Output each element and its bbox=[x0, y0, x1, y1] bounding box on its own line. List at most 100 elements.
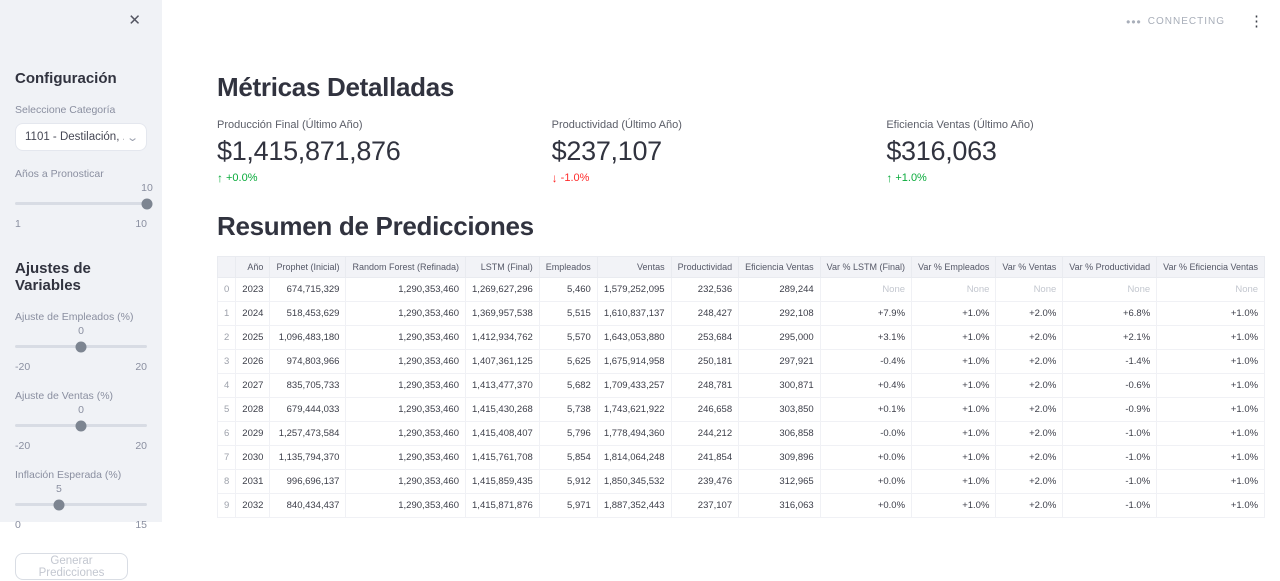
table-cell: -1.0% bbox=[1062, 445, 1158, 470]
column-header: LSTM (Final) bbox=[465, 256, 540, 278]
table-cell: 679,444,033 bbox=[269, 397, 347, 422]
table-cell: 1,096,483,180 bbox=[269, 325, 347, 350]
status-bar: ••• CONNECTING ⋮ bbox=[1126, 14, 1268, 29]
table-cell: 309,896 bbox=[738, 445, 821, 470]
row-index-cell: 1 bbox=[216, 301, 237, 326]
inflation-slider-range: 0 15 bbox=[15, 519, 147, 531]
table-cell: 1,412,934,762 bbox=[465, 325, 540, 350]
table-cell: +0.0% bbox=[819, 493, 913, 518]
slider-track[interactable] bbox=[15, 503, 147, 506]
slider-thumb[interactable] bbox=[75, 420, 87, 431]
table-cell: 303,850 bbox=[738, 397, 821, 422]
sidebar-collapse-button[interactable]: ✕ bbox=[128, 13, 141, 28]
table-cell: 232,536 bbox=[670, 277, 740, 302]
inflation-slider[interactable]: 5 bbox=[15, 483, 147, 517]
table-cell: 5,682 bbox=[538, 373, 598, 398]
connection-status-label: CONNECTING bbox=[1147, 16, 1225, 27]
table-cell: +1.0% bbox=[1156, 445, 1266, 470]
column-header: Empleados bbox=[538, 256, 598, 278]
table-row: 3 2026 974,803,966 1,290,353,460 1,407,361,1… bbox=[216, 349, 1266, 374]
slider-value: 0 bbox=[78, 325, 84, 337]
slider-thumb[interactable] bbox=[141, 198, 153, 209]
table-cell: 5,971 bbox=[538, 493, 598, 518]
main-content: Métricas Detalladas Producción Final (Úl… bbox=[162, 0, 1280, 522]
slider-min: 1 bbox=[15, 218, 21, 230]
row-index-cell: 2 bbox=[216, 325, 237, 350]
table-row: 0 2023 674,715,329 1,290,353,460 1,269,627,2… bbox=[216, 277, 1266, 302]
table-cell: 2023 bbox=[235, 277, 271, 302]
table-cell: 1,415,859,435 bbox=[465, 469, 540, 494]
table-row: 8 2031 996,696,137 1,290,353,460 1,415,859,4… bbox=[216, 469, 1266, 494]
years-slider[interactable]: 10 bbox=[15, 182, 153, 216]
table-cell: +1.0% bbox=[1156, 421, 1266, 446]
close-icon: ✕ bbox=[128, 12, 141, 29]
predictions-table-head: Año Prophet (Inicial) Random Forest (Refin… bbox=[216, 256, 1266, 278]
slider-thumb[interactable] bbox=[53, 499, 65, 510]
category-select[interactable]: 1101 - Destilación, ... ⌄ bbox=[15, 123, 147, 151]
slider-track[interactable] bbox=[15, 202, 147, 205]
table-cell: 1,257,473,584 bbox=[269, 421, 347, 446]
table-cell: +1.0% bbox=[911, 493, 997, 518]
table-cell: 1,579,252,095 bbox=[596, 277, 672, 302]
table-cell: -1.0% bbox=[1062, 493, 1158, 518]
metric-label: Eficiencia Ventas (Último Año) bbox=[886, 119, 1034, 131]
table-cell: 5,460 bbox=[538, 277, 598, 302]
table-row: 4 2027 835,705,733 1,290,353,460 1,413,477,3… bbox=[216, 373, 1266, 398]
table-cell: +1.0% bbox=[911, 349, 997, 374]
table-cell: 239,476 bbox=[670, 469, 740, 494]
row-index-cell: 8 bbox=[216, 469, 237, 494]
slider-min: 0 bbox=[15, 519, 21, 531]
table-cell: 312,965 bbox=[738, 469, 821, 494]
table-cell: 5,570 bbox=[538, 325, 598, 350]
table-cell: 2030 bbox=[235, 445, 271, 470]
slider-thumb[interactable] bbox=[75, 341, 87, 352]
sidebar-title: Configuración bbox=[15, 70, 117, 87]
sales-slider[interactable]: 0 bbox=[15, 404, 147, 438]
table-cell: +2.0% bbox=[995, 421, 1064, 446]
table-cell: +1.0% bbox=[911, 301, 997, 326]
table-row: 9 2032 840,434,437 1,290,353,460 1,415,871,8… bbox=[216, 493, 1266, 518]
table-row: 7 2030 1,135,794,370 1,290,353,460 1,415,761… bbox=[216, 445, 1266, 470]
table-cell: 5,515 bbox=[538, 301, 598, 326]
generate-predictions-button[interactable]: Generar Predicciones bbox=[15, 553, 128, 580]
employees-slider[interactable]: 0 bbox=[15, 325, 147, 359]
column-header: Var % Empleados bbox=[911, 256, 997, 278]
table-cell: +1.0% bbox=[1156, 349, 1266, 374]
arrow-up-icon: ↑ bbox=[217, 171, 223, 185]
column-header: Prophet (Inicial) bbox=[269, 256, 347, 278]
table-cell: 1,643,053,880 bbox=[596, 325, 672, 350]
years-slider-label: Años a Pronosticar bbox=[15, 168, 104, 180]
table-cell: +2.0% bbox=[995, 301, 1064, 326]
table-cell: +2.0% bbox=[995, 445, 1064, 470]
table-cell: -0.9% bbox=[1062, 397, 1158, 422]
table-cell: 297,921 bbox=[738, 349, 821, 374]
slider-value: 10 bbox=[141, 182, 153, 194]
table-cell: +1.0% bbox=[1156, 301, 1266, 326]
column-header: Random Forest (Refinada) bbox=[345, 256, 467, 278]
table-cell: +2.0% bbox=[995, 469, 1064, 494]
table-cell: 5,625 bbox=[538, 349, 598, 374]
predictions-table-body: 0 2023 674,715,329 1,290,353,460 1,269,627,2… bbox=[216, 277, 1266, 518]
table-cell: +2.0% bbox=[995, 349, 1064, 374]
table-cell: 2026 bbox=[235, 349, 271, 374]
predictions-table: Año Prophet (Inicial) Random Forest (Refin… bbox=[216, 256, 1266, 518]
table-cell: 306,858 bbox=[738, 421, 821, 446]
table-cell: 5,854 bbox=[538, 445, 598, 470]
main-menu-button[interactable]: ⋮ bbox=[1245, 14, 1268, 29]
table-cell: 1,415,430,268 bbox=[465, 397, 540, 422]
running-dots-icon: ••• bbox=[1126, 14, 1142, 29]
index-column-header bbox=[216, 256, 237, 278]
table-cell: 1,675,914,958 bbox=[596, 349, 672, 374]
metrics-section-title: Métricas Detalladas bbox=[217, 72, 455, 102]
table-cell: 2029 bbox=[235, 421, 271, 446]
table-cell: +1.0% bbox=[911, 421, 997, 446]
table-cell: -1.0% bbox=[1062, 421, 1158, 446]
table-cell: +1.0% bbox=[911, 325, 997, 350]
table-cell: 2032 bbox=[235, 493, 271, 518]
table-cell: 1,407,361,125 bbox=[465, 349, 540, 374]
table-cell: 1,850,345,532 bbox=[596, 469, 672, 494]
table-cell: None bbox=[995, 277, 1064, 302]
table-cell: 840,434,437 bbox=[269, 493, 347, 518]
table-cell: +2.0% bbox=[995, 397, 1064, 422]
table-cell: 1,778,494,360 bbox=[596, 421, 672, 446]
